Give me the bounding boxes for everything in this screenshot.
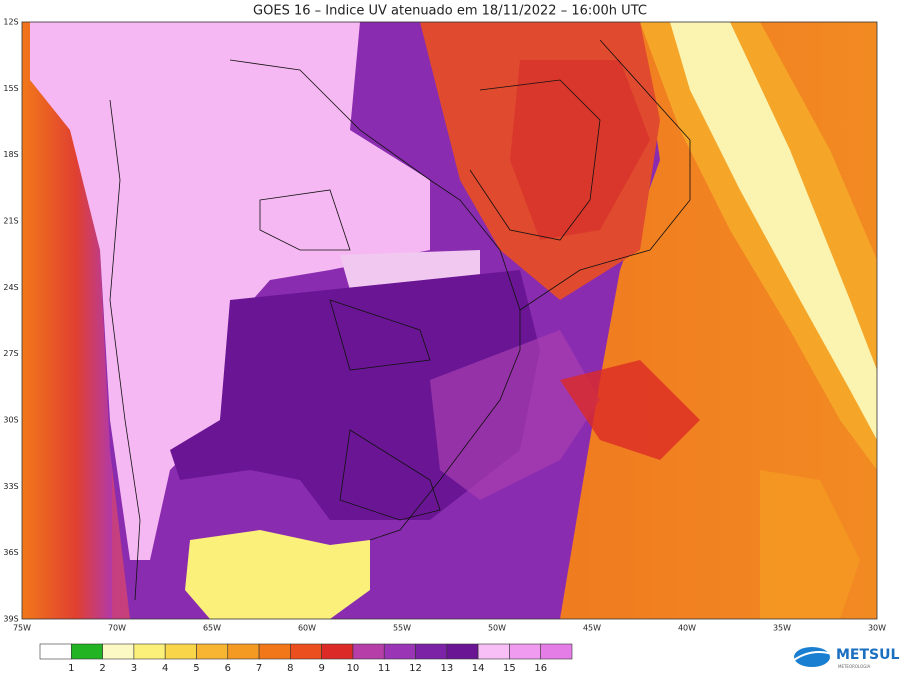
- title: GOES 16 – Indice UV atenuado em 18/11/20…: [253, 4, 647, 19]
- legend-label: 1: [68, 663, 74, 674]
- map-frame: [21, 21, 878, 620]
- logo: METSUL METEOROLOGIA: [793, 647, 899, 669]
- lat-label: 30S: [3, 416, 18, 425]
- legend-swatch: [415, 643, 448, 660]
- lon-label: 40W: [678, 624, 696, 633]
- lat-label: 18S: [3, 150, 18, 159]
- legend-swatch: [321, 643, 354, 660]
- lat-label: 39S: [3, 615, 18, 624]
- legend-label: 14: [472, 663, 485, 674]
- legend-swatch: [196, 643, 229, 660]
- lat-label: 33S: [3, 482, 18, 491]
- legend-label: 12: [409, 663, 422, 674]
- lon-label: 30W: [868, 624, 886, 633]
- lat-label: 21S: [3, 217, 18, 226]
- lon-label: 60W: [298, 624, 316, 633]
- longitude-labels: 75W 70W 65W 60W 55W 50W 45W 40W 35W 30W: [13, 624, 886, 633]
- legend-swatch: [446, 643, 479, 660]
- legend-label: 5: [193, 663, 199, 674]
- legend-label: 7: [256, 663, 262, 674]
- lon-label: 50W: [488, 624, 506, 633]
- legend-label: 2: [99, 663, 105, 674]
- legend-swatch: [164, 643, 197, 660]
- legend-label: 16: [534, 663, 547, 674]
- latitude-labels: 12S 15S 18S 21S 24S 27S 30S 33S 36S 39S: [3, 18, 18, 624]
- legend-label: 13: [440, 663, 453, 674]
- legend-label: 9: [318, 663, 324, 674]
- lat-label: 36S: [3, 548, 18, 557]
- lat-label: 27S: [3, 349, 18, 358]
- legend-label: 15: [503, 663, 516, 674]
- logo-tagline: METEOROLOGIA: [838, 664, 871, 669]
- legend-swatch: [509, 643, 542, 660]
- legend-swatch: [477, 643, 510, 660]
- legend-swatch: [290, 643, 322, 660]
- legend-swatch: [352, 643, 385, 660]
- legend-swatch: [258, 643, 291, 660]
- legend-swatch: [39, 643, 72, 660]
- lat-label: 12S: [3, 18, 18, 27]
- legend-swatch: [227, 643, 260, 660]
- lat-label: 15S: [3, 84, 18, 93]
- legend-label: 11: [378, 663, 391, 674]
- uv-legend: 1 2 3 4 5 6 7 8 9 10 11 12 13 14 15 16: [39, 643, 573, 674]
- legend-swatch: [102, 643, 135, 660]
- legend-swatch: [133, 643, 166, 660]
- legend-swatch: [70, 643, 103, 660]
- legend-label: 4: [162, 663, 168, 674]
- uv-map: [22, 22, 877, 619]
- lon-label: 55W: [393, 624, 411, 633]
- legend-label: 6: [225, 663, 231, 674]
- legend-label: 8: [287, 663, 293, 674]
- lon-label: 65W: [203, 624, 221, 633]
- lon-label: 45W: [583, 624, 601, 633]
- logo-name: METSUL: [836, 647, 899, 663]
- legend-swatch: [540, 643, 573, 660]
- lon-label: 75W: [13, 624, 31, 633]
- legend-label: 10: [347, 663, 360, 674]
- legend-swatch: [383, 643, 416, 660]
- legend-label: 3: [131, 663, 137, 674]
- lat-label: 24S: [3, 283, 18, 292]
- lon-label: 35W: [773, 624, 791, 633]
- lon-label: 70W: [108, 624, 126, 633]
